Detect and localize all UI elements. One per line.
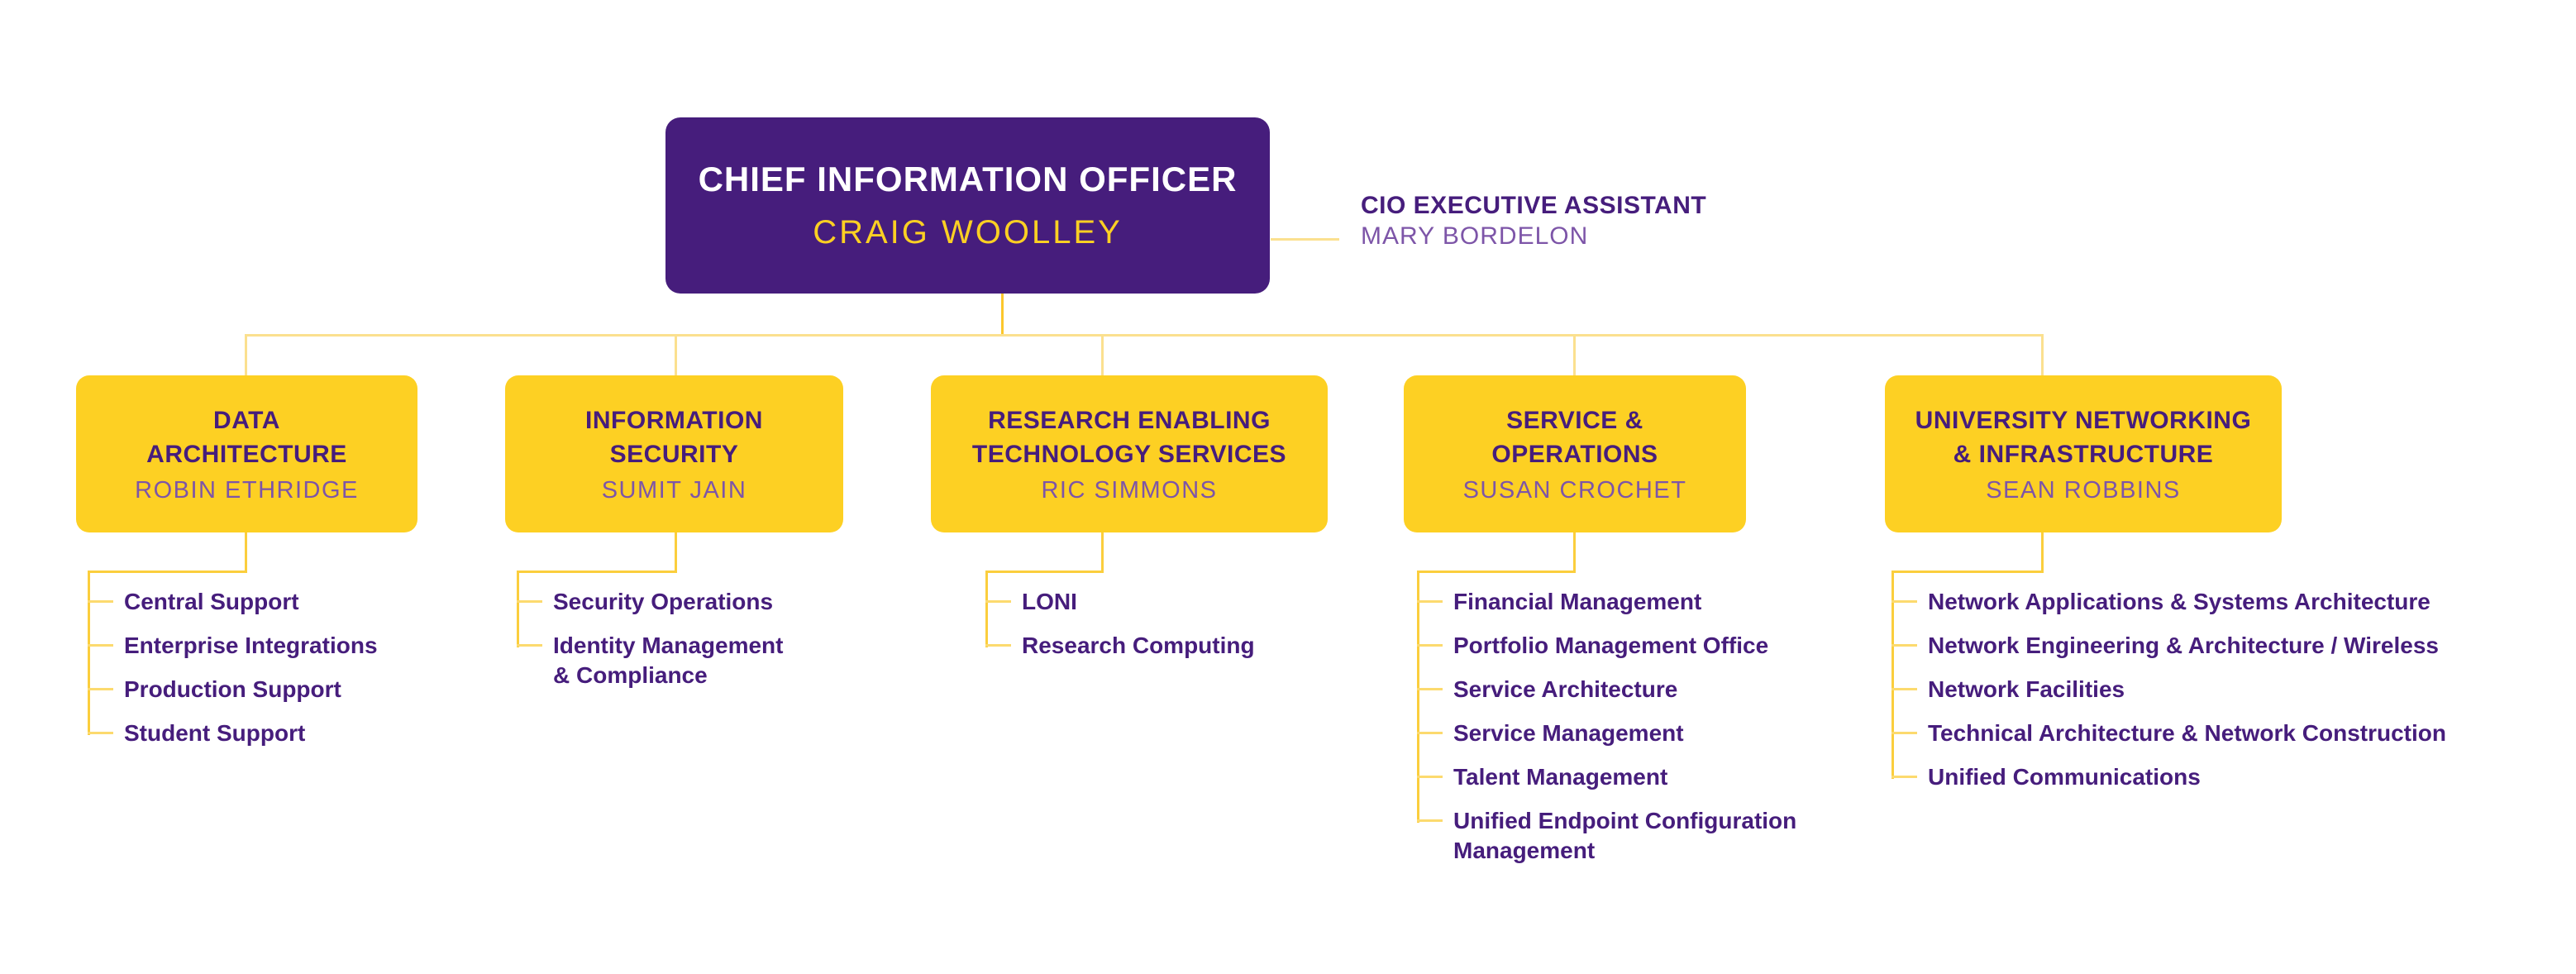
connector-dept-5-elbow (1891, 571, 2044, 573)
unit-item: Network Facilities (1891, 675, 2520, 704)
unit-list-university-networking: Network Applications & Systems Architect… (1891, 587, 2520, 806)
connector-dept-2-spine (517, 571, 519, 647)
unit-item: Unified Communications (1891, 762, 2520, 792)
connector-cio-drop (1001, 293, 1004, 337)
assistant-name: MARY BORDELON (1361, 222, 1589, 250)
connector-assistant (1271, 238, 1339, 241)
unit-list-service-operations: Financial Management Portfolio Managemen… (1417, 587, 1830, 880)
connector-drop-dept-4 (1573, 334, 1576, 375)
assistant-node: CIO EXECUTIVE ASSISTANT MARY BORDELON (1361, 190, 1706, 251)
connector-dept-1-spine (88, 571, 90, 735)
dept-name: ROBIN ETHRIDGE (135, 477, 359, 504)
unit-item: Unified Endpoint Configuration Managemen… (1417, 806, 1830, 866)
unit-list-data-architecture: Central Support Enterprise Integrations … (88, 587, 468, 762)
unit-item: Network Applications & Systems Architect… (1891, 587, 2520, 617)
connector-dept-5-spine (1891, 571, 1894, 779)
unit-item: Research Computing (985, 631, 1366, 661)
unit-item: Production Support (88, 675, 468, 704)
dept-box-service-operations: SERVICE & OPERATIONS SUSAN CROCHET (1404, 375, 1746, 532)
dept-name: RIC SIMMONS (1041, 477, 1218, 504)
unit-item: Portfolio Management Office (1417, 631, 1830, 661)
connector-dept-3-drop (1101, 532, 1104, 573)
connector-dept-1-elbow (88, 571, 247, 573)
connector-dept-5-drop (2041, 532, 2044, 573)
cio-name: CRAIG WOOLLEY (813, 214, 1123, 251)
dept-box-information-security: INFORMATION SECURITY SUMIT JAIN (505, 375, 843, 532)
connector-dept-2-elbow (517, 571, 677, 573)
assistant-title: CIO EXECUTIVE ASSISTANT (1361, 192, 1707, 219)
dept-box-research-enabling: RESEARCH ENABLING TECHNOLOGY SERVICES RI… (931, 375, 1328, 532)
connector-top-spine (245, 334, 2044, 337)
connector-dept-4-elbow (1417, 571, 1576, 573)
connector-dept-2-drop (675, 532, 677, 573)
connector-dept-4-spine (1417, 571, 1419, 823)
unit-item: LONI (985, 587, 1366, 617)
dept-box-university-networking: UNIVERSITY NETWORKING & INFRASTRUCTURE S… (1885, 375, 2282, 532)
connector-dept-1-drop (245, 532, 247, 573)
connector-drop-dept-5 (2041, 334, 2044, 375)
dept-box-data-architecture: DATA ARCHITECTURE ROBIN ETHRIDGE (76, 375, 417, 532)
connector-dept-3-spine (985, 571, 988, 647)
connector-dept-4-drop (1573, 532, 1576, 573)
cio-title: CHIEF INFORMATION OFFICER (698, 160, 1238, 198)
dept-name: SUMIT JAIN (601, 477, 747, 504)
unit-item: Identity Management & Compliance (517, 631, 897, 690)
unit-item: Technical Architecture & Network Constru… (1891, 719, 2520, 748)
cio-node: CHIEF INFORMATION OFFICER CRAIG WOOLLEY (665, 117, 1270, 294)
unit-item: Student Support (88, 719, 468, 748)
unit-item: Service Architecture (1417, 675, 1830, 704)
unit-item: Security Operations (517, 587, 897, 617)
dept-title: INFORMATION SECURITY (585, 407, 763, 468)
unit-item: Service Management (1417, 719, 1830, 748)
unit-item: Financial Management (1417, 587, 1830, 617)
unit-list-research-enabling: LONI Research Computing (985, 587, 1366, 675)
connector-drop-dept-3 (1101, 334, 1104, 375)
unit-item: Talent Management (1417, 762, 1830, 792)
unit-list-information-security: Security Operations Identity Management … (517, 587, 897, 704)
dept-name: SEAN ROBBINS (1986, 477, 2181, 504)
unit-item: Network Engineering & Architecture / Wir… (1891, 631, 2520, 661)
connector-drop-dept-1 (245, 334, 247, 375)
dept-title: RESEARCH ENABLING TECHNOLOGY SERVICES (971, 407, 1287, 468)
connector-drop-dept-2 (675, 334, 677, 375)
unit-item: Central Support (88, 587, 468, 617)
unit-item: Enterprise Integrations (88, 631, 468, 661)
dept-title: SERVICE & OPERATIONS (1491, 407, 1658, 468)
dept-title: UNIVERSITY NETWORKING & INFRASTRUCTURE (1915, 407, 2252, 468)
connector-dept-3-elbow (985, 571, 1104, 573)
dept-name: SUSAN CROCHET (1462, 477, 1687, 504)
dept-title: DATA ARCHITECTURE (146, 407, 347, 468)
